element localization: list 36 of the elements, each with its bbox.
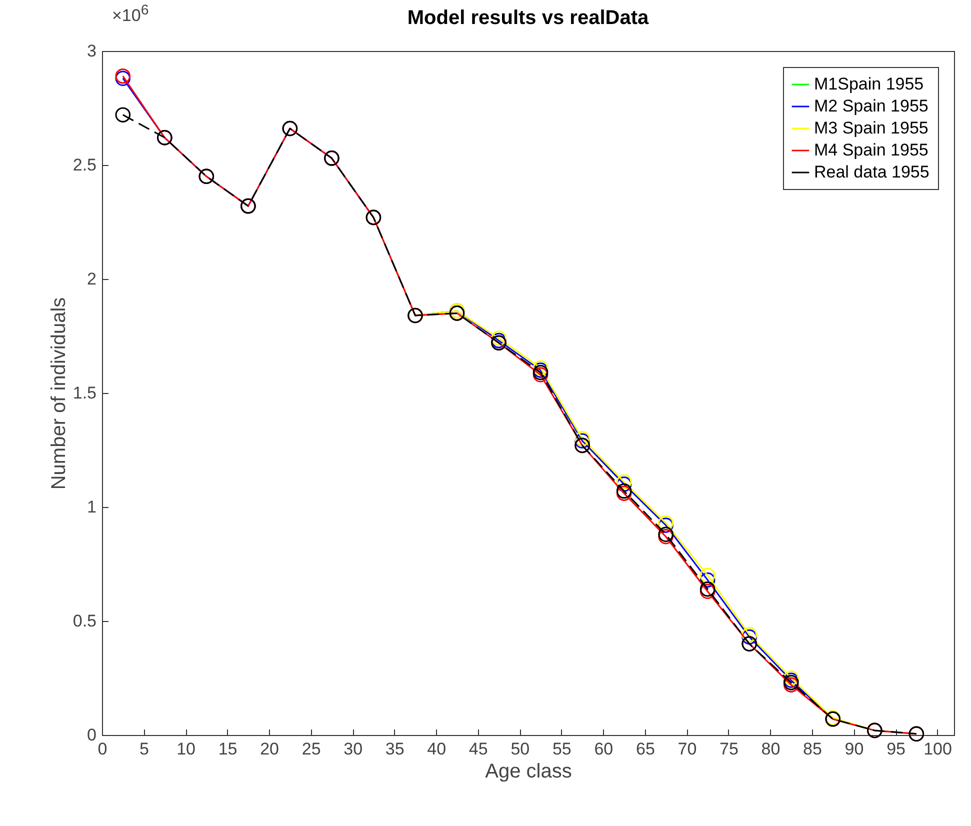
x-tick-label: 70 <box>678 740 697 758</box>
x-tick-label: 100 <box>924 740 952 758</box>
y-tick-label: 0.5 <box>72 612 96 630</box>
x-tick-label: 60 <box>594 740 614 758</box>
y-tick-label: 0 <box>87 726 96 744</box>
x-tick-label: 10 <box>176 740 196 758</box>
x-tick-label: 25 <box>302 740 321 758</box>
x-tick-label: 20 <box>260 740 280 758</box>
legend-label: M3 Spain 1955 <box>814 118 928 138</box>
x-tick-label: 30 <box>344 740 363 758</box>
x-tick-label: 85 <box>803 740 822 758</box>
x-tick-label: 50 <box>510 740 530 758</box>
chart-title: Model results vs realData <box>407 7 650 29</box>
x-tick-label: 15 <box>218 740 238 758</box>
x-axis-title: Age class <box>485 760 572 782</box>
x-tick-label: 80 <box>761 740 780 758</box>
text: ×10$^{6}$ <box>112 2 149 25</box>
legend-label: Real data 1955 <box>814 162 930 182</box>
x-tick-label: 90 <box>844 740 864 758</box>
legend-label: M1Spain 1955 <box>814 74 924 94</box>
x-tick-label: 75 <box>720 740 738 758</box>
x-tick-label: 45 <box>468 740 488 758</box>
x-tick-label: 65 <box>636 740 655 758</box>
x-tick-label: 95 <box>886 740 906 758</box>
x-tick-label: 5 <box>140 740 149 758</box>
y-tick-label: 2 <box>87 270 96 288</box>
y-tick-label: 3 <box>87 42 96 60</box>
y-tick-label: 1 <box>87 498 96 516</box>
y-axis-title: Number of individuals <box>48 297 70 490</box>
legend-label: M2 Spain 1955 <box>814 96 928 116</box>
legend-label: M4 Spain 1955 <box>814 140 928 160</box>
x-tick-label: 35 <box>385 740 404 758</box>
y-tick-label: 1.5 <box>72 384 96 402</box>
x-tick-label: 55 <box>552 740 572 758</box>
x-tick-label: 40 <box>427 740 446 758</box>
y-tick-label: 2.5 <box>72 156 96 174</box>
